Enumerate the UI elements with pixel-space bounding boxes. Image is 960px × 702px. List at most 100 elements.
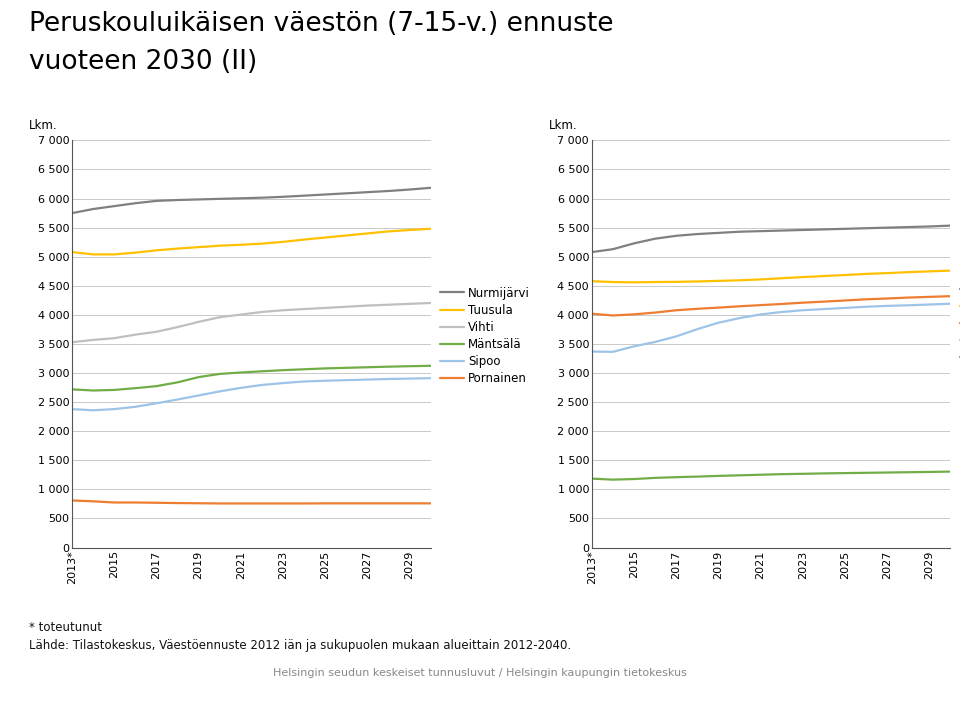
Tuusula — [214, 241, 226, 250]
Kerava — [797, 306, 808, 314]
Text: Peruskouluikäisen väestön (7-15-v.) ennuste: Peruskouluikäisen väestön (7-15-v.) ennu… — [29, 11, 613, 37]
Kirkkonummi — [607, 245, 618, 253]
Nurmijärvi — [172, 196, 183, 204]
Kauniainen — [881, 468, 893, 477]
Kauniainen — [776, 470, 787, 478]
Pornainen — [108, 498, 120, 507]
Tuusula — [130, 249, 141, 257]
Kirkkonummi — [797, 226, 808, 234]
Kauniainen — [860, 469, 872, 477]
Mäntsälä — [193, 373, 204, 381]
Mäntsälä — [277, 366, 289, 374]
Kauniainen — [733, 471, 745, 479]
Vihti — [362, 301, 373, 310]
Kirkkonummi — [649, 234, 660, 243]
Kirkkonummi — [860, 224, 872, 232]
Järvenpää — [818, 298, 829, 306]
Hyvinkää — [818, 272, 829, 280]
Tuusula — [277, 238, 289, 246]
Kirkkonummi — [628, 239, 639, 248]
Tuusula — [193, 243, 204, 251]
Kerava — [607, 347, 618, 356]
Nurmijärvi — [87, 205, 99, 213]
Pornainen — [235, 499, 247, 508]
Kauniainen — [755, 470, 766, 479]
Kirkkonummi — [881, 223, 893, 232]
Line: Sipoo: Sipoo — [72, 378, 430, 410]
Nurmijärvi — [299, 192, 310, 200]
Tuusula — [87, 250, 99, 258]
Tuusula — [383, 227, 395, 236]
Kerava — [839, 304, 851, 312]
Kauniainen — [924, 468, 935, 476]
Järvenpää — [691, 305, 703, 313]
Nurmijärvi — [404, 185, 416, 194]
Kirkkonummi — [691, 230, 703, 238]
Sipoo — [193, 391, 204, 399]
Kerava — [691, 325, 703, 333]
Nurmijärvi — [214, 194, 226, 203]
Pornainen — [66, 496, 78, 505]
Vihti — [320, 304, 331, 312]
Järvenpää — [587, 310, 598, 318]
Pornainen — [299, 499, 310, 508]
Kerava — [818, 305, 829, 313]
Kirkkonummi — [902, 223, 914, 231]
Sipoo — [341, 376, 352, 385]
Vihti — [151, 328, 162, 336]
Kauniainen — [839, 469, 851, 477]
Kirkkonummi — [587, 248, 598, 256]
Mäntsälä — [87, 386, 99, 395]
Kerava — [649, 338, 660, 346]
Järvenpää — [945, 292, 956, 300]
Järvenpää — [797, 298, 808, 307]
Sipoo — [66, 405, 78, 413]
Vihti — [172, 323, 183, 331]
Mäntsälä — [383, 362, 395, 371]
Pornainen — [256, 499, 268, 508]
Järvenpää — [670, 306, 682, 314]
Järvenpää — [839, 296, 851, 305]
Kauniainen — [945, 468, 956, 476]
Tuusula — [172, 244, 183, 253]
Text: Helsingin seudun keskeiset tunnusluvut / Helsingin kaupungin tietokeskus: Helsingin seudun keskeiset tunnusluvut /… — [273, 668, 687, 678]
Text: * toteutunut: * toteutunut — [29, 621, 102, 635]
Sipoo — [214, 388, 226, 396]
Kauniainen — [607, 475, 618, 484]
Kerava — [924, 300, 935, 309]
Hyvinkää — [945, 266, 956, 274]
Järvenpää — [924, 293, 935, 301]
Vihti — [383, 300, 395, 309]
Kauniainen — [818, 469, 829, 477]
Hyvinkää — [712, 277, 724, 285]
Kauniainen — [712, 472, 724, 480]
Nurmijärvi — [66, 209, 78, 218]
Tuusula — [299, 235, 310, 244]
Järvenpää — [755, 301, 766, 310]
Pornainen — [424, 499, 436, 508]
Line: Kauniainen: Kauniainen — [592, 472, 950, 479]
Text: Lkm.: Lkm. — [29, 119, 58, 132]
Line: Kirkkonummi: Kirkkonummi — [592, 225, 950, 252]
Line: Mäntsälä: Mäntsälä — [72, 366, 430, 390]
Vihti — [214, 313, 226, 322]
Sipoo — [320, 376, 331, 385]
Kerava — [670, 332, 682, 340]
Järvenpää — [712, 303, 724, 312]
Sipoo — [108, 405, 120, 413]
Tuusula — [362, 230, 373, 238]
Kirkkonummi — [776, 226, 787, 234]
Nurmijärvi — [130, 199, 141, 207]
Kirkkonummi — [712, 229, 724, 237]
Line: Hyvinkää: Hyvinkää — [592, 270, 950, 282]
Kauniainen — [649, 474, 660, 482]
Sipoo — [299, 377, 310, 385]
Kirkkonummi — [839, 225, 851, 233]
Text: Lkm.: Lkm. — [549, 119, 578, 132]
Järvenpää — [607, 311, 618, 319]
Tuusula — [108, 250, 120, 258]
Mäntsälä — [320, 364, 331, 373]
Nurmijärvi — [341, 189, 352, 197]
Sipoo — [404, 374, 416, 383]
Kauniainen — [902, 468, 914, 477]
